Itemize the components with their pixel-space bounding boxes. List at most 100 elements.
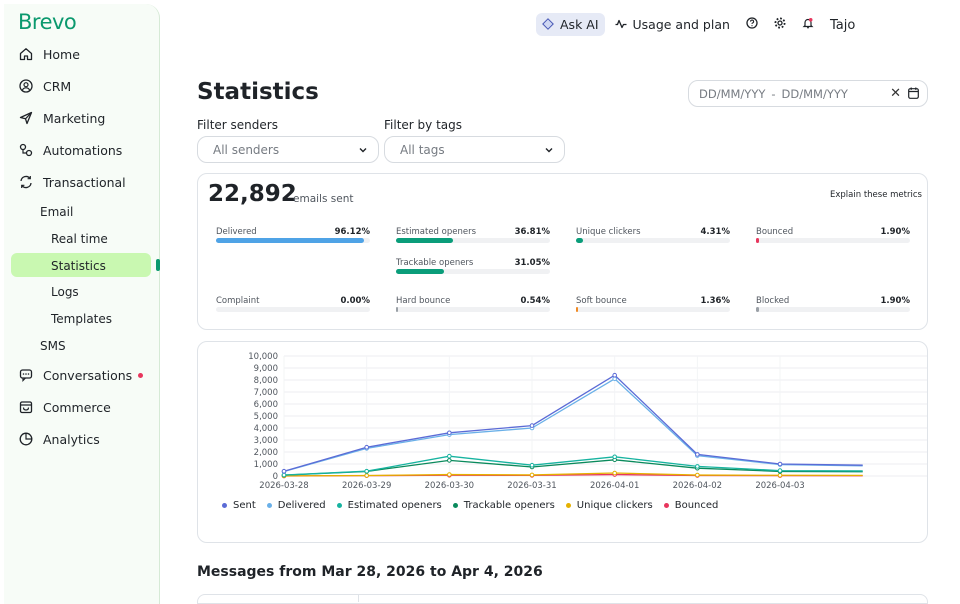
sidebar-item-email[interactable]: Email [40,205,74,219]
brevo-logo[interactable]: Brevo [18,10,77,34]
y-tick-label: 5,000 [254,412,278,422]
sidebar-item-commerce[interactable]: Commerce [4,395,160,419]
metric-unique-clickers: Unique clickers 4.31% [576,227,730,243]
x-tick-label: 2026-04-03 [755,481,804,491]
legend-dot [336,503,342,508]
metric-bar-track [216,307,370,312]
metric-estimated-openers: Estimated openers 36.81% [396,227,550,243]
metric-hard-bounce: Hard bounce 0.54% [396,296,550,312]
help-icon[interactable] [746,17,760,31]
metric-bounced: Bounced 1.90% [756,227,910,243]
send-icon [18,110,34,126]
metric-label: Hard bounce [396,296,451,306]
y-tick-label: 9,000 [254,364,278,374]
metric-delivered: Delivered 96.12% [216,227,370,243]
sidebar-item-analytics[interactable]: Analytics [4,427,160,451]
automation-icon [18,142,34,158]
data-point [529,472,535,478]
series-line-trackable-openers [283,459,863,476]
sidebar-item-statistics[interactable]: Statistics [51,259,106,273]
legend-item[interactable]: Unique clickers [565,500,653,511]
user-name[interactable]: Tajo [830,18,856,33]
sidebar-item-conversations[interactable]: Conversations [4,363,160,387]
calendar-icon[interactable] [908,87,919,102]
date-range-picker[interactable]: DD/MM/YYY - DD/MM/YYY ✕ [688,80,928,107]
chart-legend: Sent Delivered Estimated openers Trackable … [222,500,729,511]
sidebar-item-label: Marketing [43,110,106,126]
sidebar-item-templates[interactable]: Templates [51,312,113,326]
metric-bar-track [396,269,550,274]
sidebar-item-transactional[interactable]: Transactional [4,170,160,194]
legend-item[interactable]: Sent [222,500,256,511]
series-line-unique-clickers [283,472,863,477]
metric-label: Unique clickers [576,227,641,237]
data-point [612,470,617,476]
data-point [612,376,617,382]
metric-bar-track [216,238,370,243]
sidebar-item-marketing[interactable]: Marketing [4,106,160,130]
table-divider [358,594,359,602]
metric-value: 4.31% [700,227,731,237]
filter-tags-select[interactable]: All tags [384,136,565,163]
y-tick-label: 2,000 [254,448,278,458]
sidebar-item-label: Home [43,46,80,62]
chart-card: 10,000 9,000 8,000 7,000 6,000 5,000 4,000 3,00… [197,341,928,543]
bell-icon[interactable] [802,17,816,31]
data-point [695,472,700,478]
metric-label: Blocked [756,296,790,306]
data-point [612,372,617,378]
metric-label: Complaint [216,296,260,306]
sidebar-item-crm[interactable]: CRM [4,74,160,98]
legend-label: Trackable openers [463,500,555,511]
x-tick-label: 2026-03-31 [507,481,556,491]
home-icon [18,46,34,62]
legend-label: Delivered [277,500,326,511]
legend-item[interactable]: Trackable openers [452,500,555,511]
y-tick-label: 7,000 [254,388,278,398]
legend-item[interactable]: Delivered [266,500,326,511]
filter-senders-select[interactable]: All senders [197,136,379,163]
filter-senders-label: Filter senders [197,118,278,132]
data-point [777,472,783,478]
sidebar-item-logs[interactable]: Logs [51,285,79,299]
sidebar-item-home[interactable]: Home [4,42,160,66]
metric-bar-track [396,238,550,243]
legend-item[interactable]: Estimated openers [336,500,442,511]
date-from-input[interactable]: DD/MM/YYY [699,86,766,101]
metric-blocked: Blocked 1.90% [756,296,910,312]
metric-bar-track [756,238,910,243]
metric-value: 0.54% [520,296,551,306]
metric-value: 1.90% [880,227,911,237]
total-sent-label: emails sent [293,193,354,205]
metric-label: Delivered [216,227,257,237]
data-point [447,472,452,477]
usage-plan-label: Usage and plan [632,16,730,32]
legend-dot [663,503,669,508]
legend-item[interactable]: Bounced [663,500,718,511]
messages-title: Messages from Mar 28, 2026 to Apr 4, 202… [197,564,543,580]
data-point [447,453,452,459]
clear-icon[interactable]: ✕ [890,86,901,101]
metric-bar-track [396,307,550,312]
date-to-input[interactable]: DD/MM/YYY [781,86,848,101]
sidebar-item-automations[interactable]: Automations [4,138,160,162]
explain-metrics-link[interactable]: Explain these metrics [830,190,922,200]
sidebar-item-real-time[interactable]: Real time [51,232,108,246]
metric-value: 1.36% [700,296,731,306]
x-tick-label: 2026-03-28 [259,481,308,491]
sidebar-item-sms[interactable]: SMS [40,339,66,353]
sidebar-item-label: Commerce [43,399,111,415]
metric-bar-fill [576,307,579,312]
gear-icon[interactable] [774,17,788,31]
metric-trackable-openers: Trackable openers 31.05% [396,258,550,274]
legend-dot [565,503,571,508]
y-tick-label: 8,000 [254,376,278,386]
data-point [777,461,783,467]
metric-label: Bounced [756,227,794,237]
ask-ai-label: Ask AI [560,16,599,32]
usage-plan-button[interactable]: Usage and plan [615,17,730,32]
messages-table [197,594,928,604]
ask-ai-button[interactable]: Ask AI [536,12,605,36]
series-line-estimated-openers [283,455,863,476]
legend-label: Sent [233,500,256,511]
